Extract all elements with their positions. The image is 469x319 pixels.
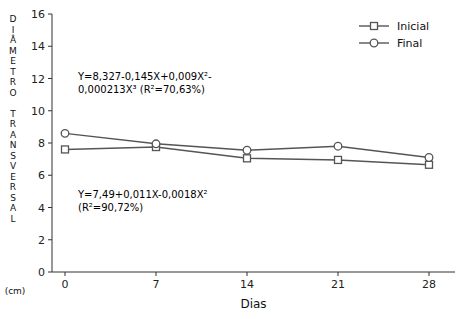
- x-tick: [65, 272, 66, 276]
- y-tick-label: 2: [38, 234, 45, 247]
- y-tick-label: 10: [31, 105, 45, 118]
- x-tick-label: 21: [331, 278, 345, 291]
- y-tick: [48, 239, 52, 240]
- y-tick: [48, 175, 52, 176]
- y-tick-label: 4: [38, 202, 45, 215]
- x-tick: [338, 272, 339, 276]
- y-axis-unit: (cm): [5, 286, 26, 296]
- x-axis: [52, 272, 455, 273]
- y-tick-label: 8: [38, 137, 45, 150]
- point-marker: [61, 130, 69, 138]
- legend: Inicial Final: [359, 20, 429, 50]
- series-group: [61, 130, 433, 169]
- point-marker: [334, 142, 342, 150]
- y-tick-label: 12: [31, 73, 45, 86]
- x-tick: [247, 272, 248, 276]
- x-tick: [429, 272, 430, 276]
- y-tick: [48, 78, 52, 79]
- x-axis-label: Dias: [240, 297, 266, 311]
- point-marker: [425, 154, 433, 162]
- y-tick-label: 14: [31, 40, 45, 53]
- y-tick-label: 0: [38, 266, 45, 279]
- x-tick-label: 0: [62, 278, 69, 291]
- y-tick-label: 16: [31, 8, 45, 21]
- y-tick: [48, 272, 52, 273]
- equation: Y=7,49+0,011X-0,0018X²(R²=90,72%): [77, 189, 208, 213]
- point-marker: [426, 161, 433, 168]
- point-marker: [152, 140, 160, 148]
- y-tick: [48, 207, 52, 208]
- y-axis-label: DIÂMETRO TRANSVERSAL: [9, 14, 17, 224]
- point-marker: [335, 156, 342, 163]
- x-tick-label: 14: [240, 278, 254, 291]
- point-marker: [244, 155, 251, 162]
- y-tick: [48, 46, 52, 47]
- point-marker: [62, 146, 69, 153]
- equation: Y=8,327-0,145X+0,009X²-0,000213X³ (R²=70…: [77, 71, 212, 95]
- legend-marker: [370, 39, 378, 47]
- legend-label: Final: [397, 37, 422, 50]
- series-line: [65, 133, 429, 157]
- point-marker: [243, 146, 251, 154]
- x-tick: [156, 272, 157, 276]
- x-tick-label: 28: [422, 278, 436, 291]
- chart: 0 7 14 21 28 0 2 4 6 8 10 12 14 16 Dias DIÂMETRO TRANSV…: [0, 0, 469, 319]
- legend-marker: [371, 23, 378, 30]
- y-tick: [48, 110, 52, 111]
- plot-area: [52, 14, 455, 272]
- series-line: [65, 147, 429, 165]
- y-tick: [48, 14, 52, 15]
- legend-label: Inicial: [397, 20, 429, 33]
- x-tick-label: 7: [153, 278, 160, 291]
- y-tick-label: 6: [38, 169, 45, 182]
- y-tick: [48, 143, 52, 144]
